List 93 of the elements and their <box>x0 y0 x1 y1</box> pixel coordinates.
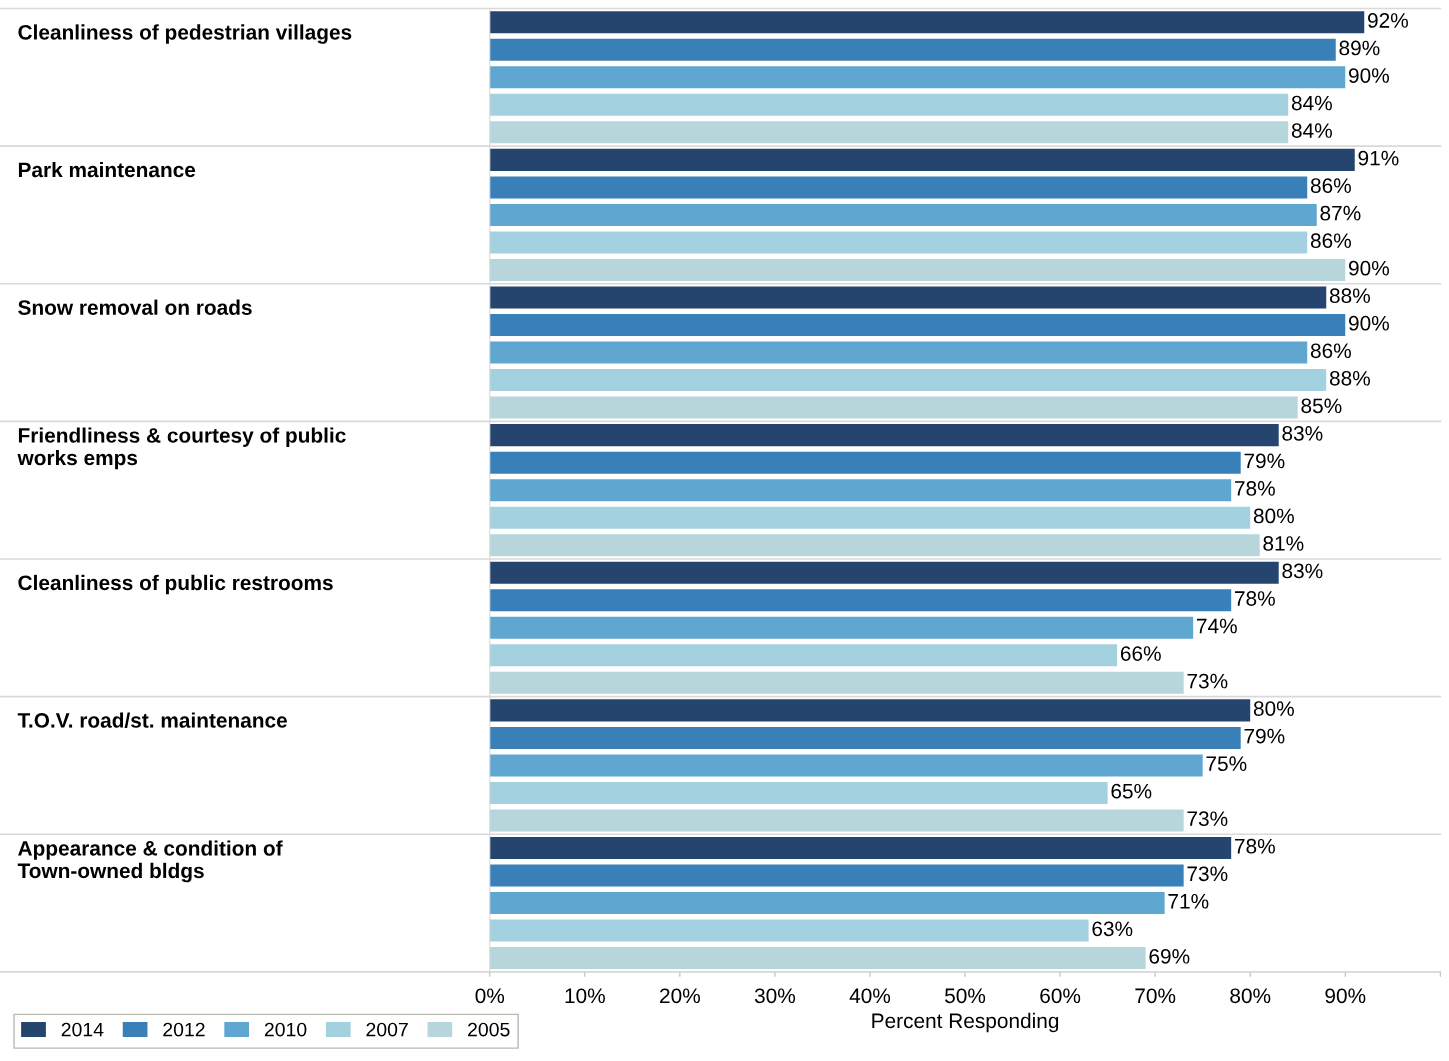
legend-label: 2012 <box>163 1022 205 1037</box>
data-label: 80% <box>1253 508 1294 524</box>
data-label: 91% <box>1358 150 1399 166</box>
y-tick-label: Cleanliness of public restrooms <box>18 574 333 595</box>
bar <box>489 671 1184 694</box>
data-label: 75% <box>1206 756 1247 772</box>
data-label: 66% <box>1120 646 1161 661</box>
data-label: 73% <box>1187 673 1228 689</box>
data-label: 73% <box>1187 866 1228 882</box>
bar <box>489 314 1346 337</box>
bar <box>489 781 1108 804</box>
data-label: 83% <box>1282 425 1323 441</box>
bar <box>489 286 1327 309</box>
bar <box>489 231 1308 254</box>
x-tick-label: 40% <box>849 988 891 1004</box>
bar <box>489 534 1260 557</box>
x-tick-label: 80% <box>1230 988 1271 1004</box>
bar <box>489 726 1241 749</box>
data-label: 92% <box>1368 13 1408 28</box>
data-label: 63% <box>1092 921 1133 937</box>
bar <box>489 644 1118 667</box>
data-label: 69% <box>1149 948 1190 964</box>
data-label: 78% <box>1235 838 1275 854</box>
bar <box>489 451 1241 474</box>
data-label: 73% <box>1187 811 1228 827</box>
bar <box>489 479 1232 502</box>
data-label: 86% <box>1310 343 1351 359</box>
y-tick-label: Friendliness & courtesy of public works emps <box>17 427 346 470</box>
legend-label: 2010 <box>264 1022 307 1037</box>
bar <box>489 837 1232 860</box>
bar <box>489 121 1289 144</box>
y-tick-label: T.O.V. road/st. maintenance <box>17 712 287 728</box>
y-tick-label: Cleanliness of pedestrian villages <box>18 24 352 44</box>
bar <box>489 864 1184 887</box>
x-tick-label: 50% <box>945 988 986 1004</box>
data-label: 86% <box>1310 178 1351 193</box>
bar <box>489 176 1308 199</box>
bar <box>489 616 1194 639</box>
x-tick-label: 60% <box>1040 988 1081 1004</box>
bar <box>489 341 1308 364</box>
legend-label: 2005 <box>468 1022 510 1037</box>
data-label: 87% <box>1320 205 1361 221</box>
bar <box>489 203 1317 226</box>
bar <box>489 93 1289 116</box>
data-label: 86% <box>1310 233 1351 249</box>
legend-label: 2014 <box>61 1022 104 1037</box>
bar <box>489 258 1346 281</box>
data-label: 78% <box>1235 481 1275 496</box>
x-tick-label: 90% <box>1325 988 1366 1004</box>
x-tick-label: 10% <box>565 988 605 1004</box>
data-label: 88% <box>1329 370 1370 386</box>
data-label: 90% <box>1349 315 1389 331</box>
bar <box>489 754 1203 777</box>
bar <box>489 809 1184 832</box>
bar <box>489 424 1279 447</box>
bar <box>489 699 1251 722</box>
x-tick-label: 70% <box>1135 988 1176 1004</box>
data-label: 74% <box>1197 618 1237 634</box>
bar <box>489 11 1365 34</box>
data-label: 81% <box>1263 536 1304 551</box>
data-label: 89% <box>1339 40 1380 56</box>
x-tick-label: 30% <box>754 988 796 1004</box>
bar <box>489 506 1251 529</box>
data-label: 84% <box>1291 95 1332 111</box>
y-tick-label: Park maintenance <box>18 161 196 178</box>
bar <box>489 148 1355 171</box>
data-label: 65% <box>1111 783 1152 799</box>
data-label: 78% <box>1235 591 1275 606</box>
bar <box>489 38 1336 61</box>
x-tick-label: 0% <box>475 988 505 1004</box>
legend-label: 2007 <box>366 1022 408 1037</box>
bar <box>489 396 1298 419</box>
bar <box>489 66 1346 89</box>
data-label: 84% <box>1291 123 1332 138</box>
bar <box>489 561 1279 584</box>
bar <box>489 589 1232 612</box>
data-label: 79% <box>1244 728 1285 744</box>
x-axis-title: Percent Responding <box>872 1012 1059 1033</box>
data-label: 85% <box>1301 398 1342 414</box>
bar <box>489 369 1327 392</box>
data-label: 83% <box>1282 563 1323 579</box>
data-label: 90% <box>1349 260 1389 276</box>
y-tick-label: Snow removal on roads <box>18 299 252 315</box>
bar <box>489 919 1089 942</box>
data-label: 88% <box>1329 288 1370 304</box>
bar <box>489 892 1165 915</box>
data-label: 90% <box>1349 68 1389 83</box>
y-tick-label: Appearance & condition of Town-owned bldgs <box>17 840 283 883</box>
data-label: 71% <box>1168 893 1209 909</box>
data-label: 79% <box>1244 453 1285 469</box>
bar <box>489 947 1146 970</box>
data-label: 80% <box>1253 701 1294 716</box>
x-tick-label: 20% <box>660 988 700 1004</box>
